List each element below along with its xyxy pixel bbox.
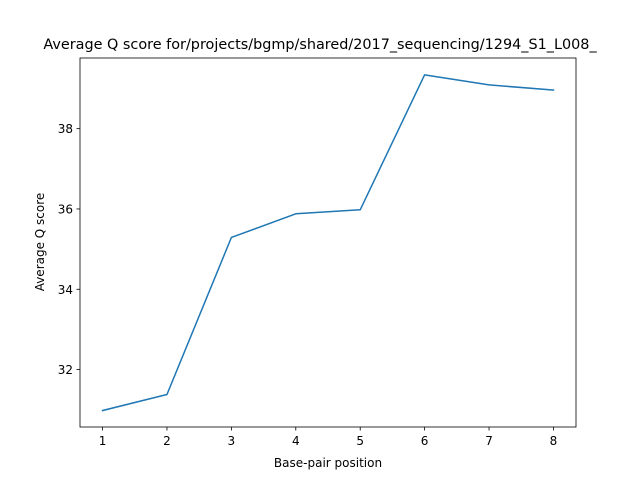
x-tick-label: 2 [163, 434, 171, 448]
y-tick-label: 34 [58, 283, 73, 297]
x-tick-label: 1 [99, 434, 107, 448]
x-axis-label: Base-pair position [274, 456, 382, 470]
x-tick-label: 3 [228, 434, 236, 448]
y-tick-label: 38 [58, 122, 73, 136]
x-tick-label: 4 [292, 434, 300, 448]
plot-frame [79, 57, 577, 428]
x-tick-label: 5 [356, 434, 364, 448]
series-line [101, 74, 555, 412]
chart-title: Average Q score for/projects/bgmp/shared… [43, 37, 597, 53]
x-tick-label: 8 [550, 434, 558, 448]
y-axis-label: Average Q score [33, 193, 47, 292]
x-tick-label: 6 [421, 434, 429, 448]
y-tick-label: 32 [58, 363, 73, 377]
y-tick-label: 36 [58, 202, 73, 216]
x-tick-label: 7 [485, 434, 493, 448]
